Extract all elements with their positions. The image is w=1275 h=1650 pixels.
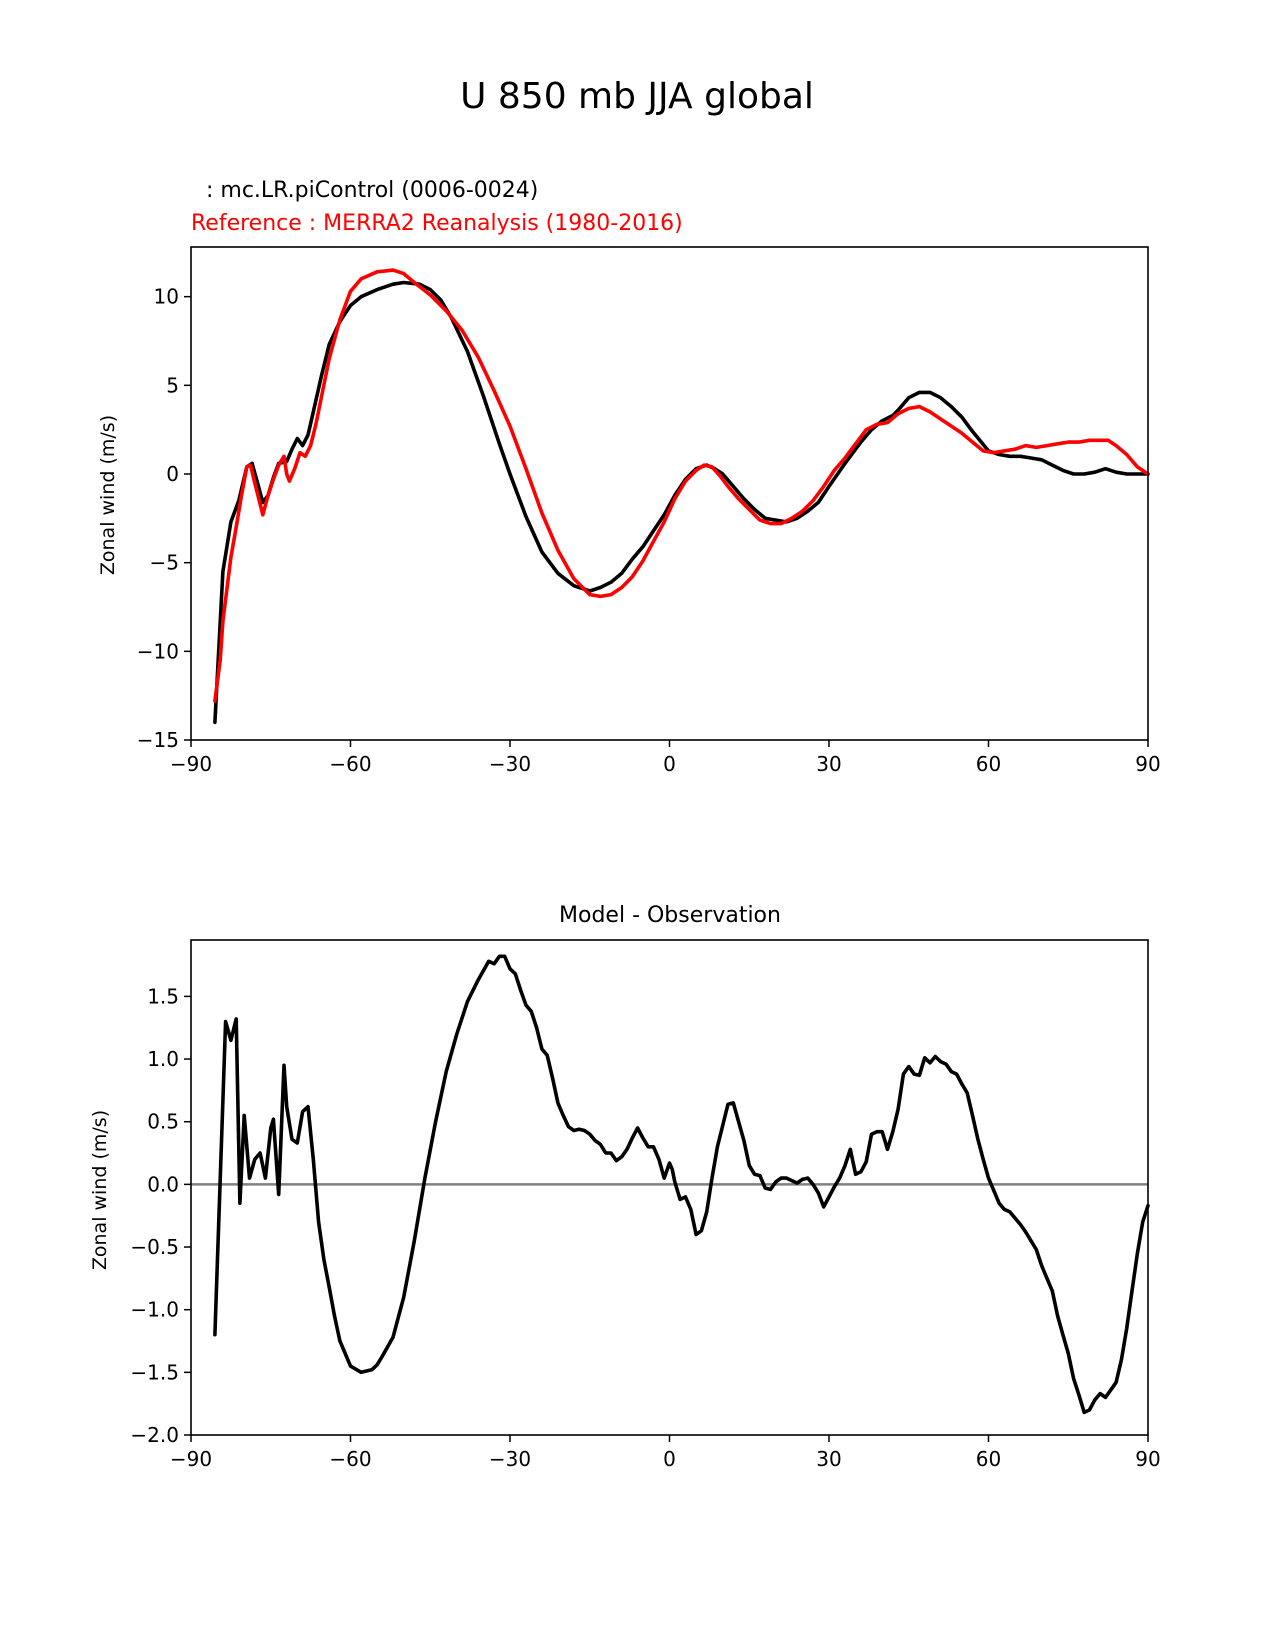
figure-title: U 850 mb JJA global <box>460 76 814 117</box>
top-series-1-line <box>213 268 1150 703</box>
bottom-y-tick-label: 0.5 <box>147 1110 179 1134</box>
top-y-tick-label: −10 <box>137 639 179 663</box>
bottom-y-tick-label: 1.0 <box>147 1047 179 1071</box>
bottom-y-tick-label: −1.5 <box>130 1360 179 1384</box>
top-x-tick-label: −90 <box>170 752 212 776</box>
bottom-y-tick-label: 0.0 <box>147 1172 179 1196</box>
bottom-x-tick-label: 60 <box>976 1447 1001 1471</box>
bottom-y-tick-label: −0.5 <box>130 1235 179 1259</box>
reference-label: Reference : MERRA2 Reanalysis (1980-2016… <box>191 211 683 236</box>
difference-panel: Model - Observation −90 −60 −30 0 30 60 90 −2.0… <box>89 903 1161 1471</box>
top-y-tick-label: 0 <box>166 462 179 486</box>
bottom-y-tick-label: −2.0 <box>130 1423 179 1447</box>
top-x-tick-label: 0 <box>663 752 676 776</box>
top-y-tick-label: −15 <box>137 728 179 752</box>
top-y-tick-label: 5 <box>166 373 179 397</box>
mean-profile-plot: −90 −60 −30 0 30 60 90 −15 −10 −5 0 5 10 <box>137 246 1161 776</box>
bottom-x-tick-label: −60 <box>329 1447 371 1471</box>
bottom-x-tick-label: 90 <box>1135 1447 1160 1471</box>
top-x-tick-label: −30 <box>489 752 531 776</box>
top-y-tick-label: −5 <box>150 551 179 575</box>
bottom-x-tick-label: −30 <box>489 1447 531 1471</box>
model-label: : mc.LR.piControl (0006-0024) <box>206 178 538 203</box>
bottom-y-tick-label: 1.5 <box>147 984 179 1008</box>
top-y-axis-label: Zonal wind (m/s) <box>97 415 119 575</box>
top-y-tick-label: 10 <box>154 285 179 309</box>
difference-title: Model - Observation <box>559 903 781 928</box>
top-x-tick-label: 60 <box>976 752 1001 776</box>
bottom-y-tick-label: −1.0 <box>130 1298 179 1322</box>
mean-profile-panel: : mc.LR.piControl (0006-0024) Reference … <box>97 178 1161 776</box>
top-x-tick-label: 90 <box>1135 752 1160 776</box>
bottom-y-axis-label: Zonal wind (m/s) <box>89 1110 111 1270</box>
bottom-series-0-line <box>213 954 1150 1415</box>
bottom-x-tick-label: 30 <box>816 1447 841 1471</box>
top-x-tick-label: 30 <box>816 752 841 776</box>
top-x-tick-label: −60 <box>329 752 371 776</box>
bottom-x-tick-label: 0 <box>663 1447 676 1471</box>
bottom-x-tick-label: −90 <box>170 1447 212 1471</box>
difference-plot: −90 −60 −30 0 30 60 90 −2.0 −1.5 −1.0 −0.5 0.0 0.5 1.… <box>130 939 1161 1471</box>
